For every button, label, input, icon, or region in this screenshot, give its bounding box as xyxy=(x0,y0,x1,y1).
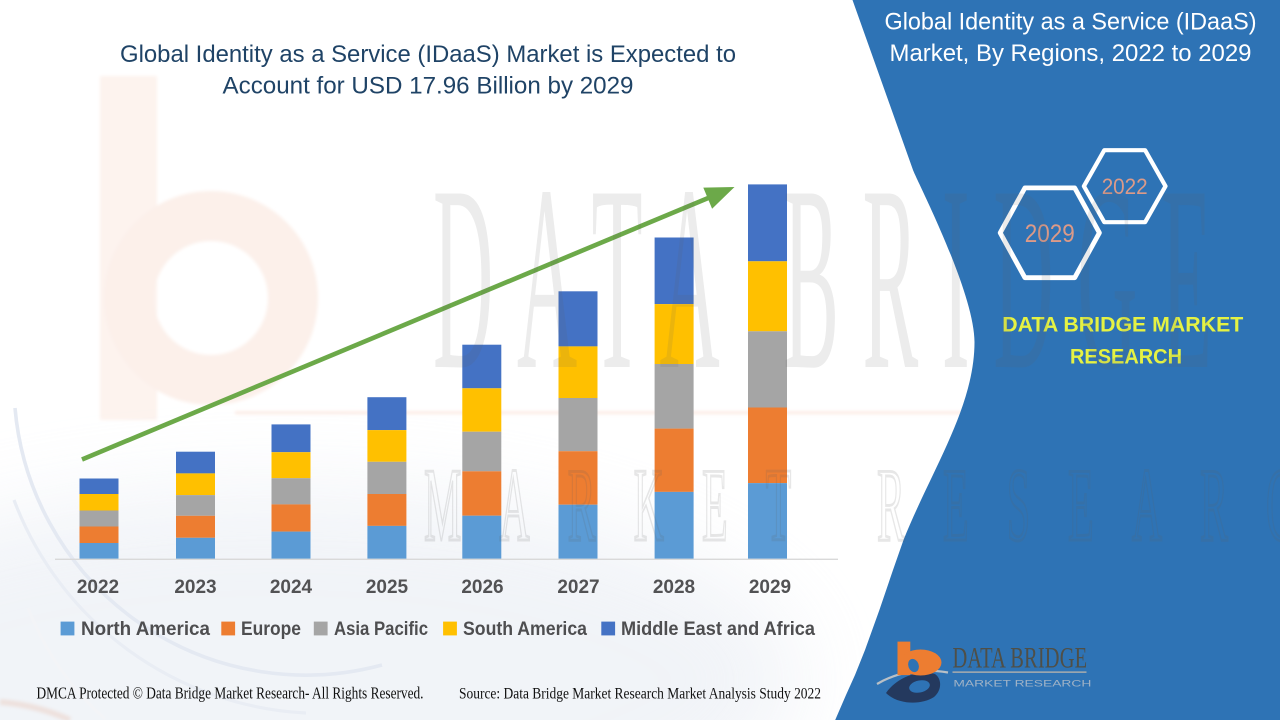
svg-text:2029: 2029 xyxy=(1025,220,1075,248)
svg-text:2028: 2028 xyxy=(653,577,695,598)
svg-text:2026: 2026 xyxy=(461,577,503,598)
svg-text:DATA BRIDGE MARKET: DATA BRIDGE MARKET xyxy=(1002,314,1243,337)
svg-text:2027: 2027 xyxy=(557,577,599,598)
svg-text:Global Identity as a Service (: Global Identity as a Service (IDaaS) Mar… xyxy=(120,41,736,68)
svg-text:2024: 2024 xyxy=(270,577,313,598)
svg-text:2029: 2029 xyxy=(749,577,791,598)
svg-text:MARKET RESEARCH: MARKET RESEARCH xyxy=(953,679,1091,690)
svg-text:DMCA Protected © Data Bridge M: DMCA Protected © Data Bridge Market Rese… xyxy=(37,684,424,703)
svg-text:DATA BRIDGE: DATA BRIDGE xyxy=(433,132,1236,425)
svg-text:DATA BRIDGE: DATA BRIDGE xyxy=(953,641,1088,675)
svg-text:South America: South America xyxy=(463,619,587,640)
svg-text:Market, By Regions, 2022 to 20: Market, By Regions, 2022 to 2029 xyxy=(890,40,1252,67)
svg-text:RESEARCH: RESEARCH xyxy=(1070,345,1182,368)
svg-text:Middle East and Africa: Middle East and Africa xyxy=(621,619,815,640)
svg-text:2022: 2022 xyxy=(77,577,119,598)
svg-text:2022: 2022 xyxy=(1102,174,1148,199)
svg-text:2023: 2023 xyxy=(174,577,216,598)
svg-text:2025: 2025 xyxy=(366,577,409,598)
svg-text:Asia Pacific: Asia Pacific xyxy=(334,619,428,640)
svg-text:Europe: Europe xyxy=(241,619,301,640)
svg-text:North America: North America xyxy=(81,619,210,640)
svg-text:Account for USD 17.96 Billion: Account for USD 17.96 Billion by 2029 xyxy=(223,73,634,100)
svg-text:Global Identity as a Service (: Global Identity as a Service (IDaaS) xyxy=(885,9,1257,36)
svg-text:Source: Data Bridge Market Res: Source: Data Bridge Market Research Mark… xyxy=(459,686,821,703)
svg-text:MARKET RESEARCH: MARKET RESEARCH xyxy=(424,448,1280,564)
